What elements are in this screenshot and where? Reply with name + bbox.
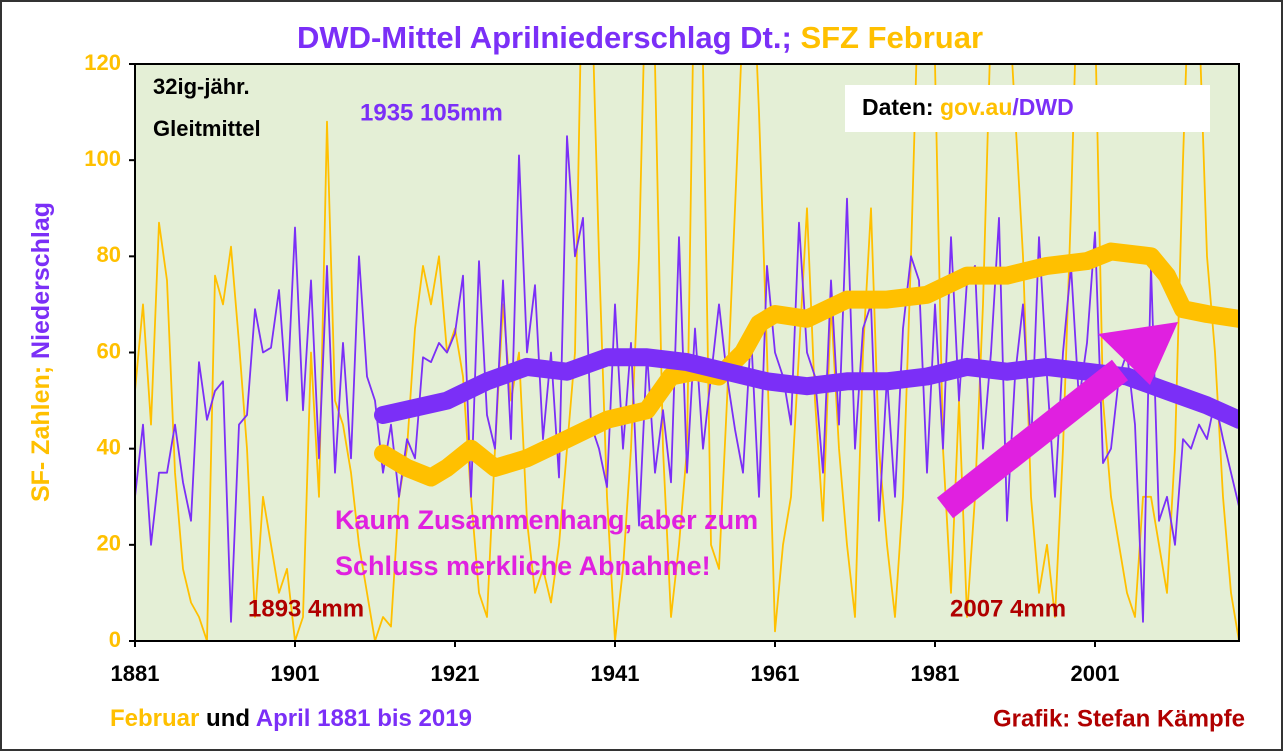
annotation: Gleitmittel (153, 116, 261, 141)
series-line (135, 135, 1239, 623)
footer: Februar und April 1881 bis 2019 (110, 705, 472, 732)
y-tick-label: 120 (84, 50, 121, 75)
y-axis-label-part: Niederschlag (27, 202, 55, 366)
x-tick-label: 1921 (431, 661, 480, 686)
annotation: 1935 105mm (360, 99, 503, 126)
x-tick-label: 1881 (111, 661, 160, 686)
y-tick-label: 0 (109, 627, 121, 652)
x-tick-label: 1901 (271, 661, 320, 686)
y-tick-label: 60 (97, 338, 121, 363)
source: Daten: gov.au/DWD (862, 94, 1074, 120)
chart-title-part: DWD-Mittel Aprilniederschlag Dt.; (297, 20, 792, 55)
y-tick-label: 20 (97, 531, 121, 556)
y-tick-label: 40 (97, 434, 121, 459)
x-tick-label: 2001 (1071, 661, 1120, 686)
arrow-head (1098, 322, 1178, 385)
y-axis-label-part: SF- Zahlen; (27, 366, 55, 502)
y-tick-label: 80 (97, 242, 121, 267)
footer-part: und (199, 705, 255, 732)
plot-area (134, 63, 1240, 642)
annotation: Schluss merkliche Abnahme! (335, 551, 711, 581)
footer-part: Februar (110, 705, 199, 732)
credit: Grafik: Stefan Kämpfe (993, 705, 1245, 732)
annotation: Kaum Zusammenhang, aber zum (335, 505, 758, 535)
annotation: 32ig-jähr. (153, 74, 250, 99)
arrow-shaft (936, 359, 1129, 519)
x-tick-label: 1961 (751, 661, 800, 686)
source-part: Daten: (862, 94, 940, 120)
x-tick-label: 1941 (591, 661, 640, 686)
source-part: gov.au (940, 94, 1012, 120)
source-part: /DWD (1012, 94, 1073, 120)
x-tick-label: 1981 (911, 661, 960, 686)
y-tick-label: 100 (84, 146, 121, 171)
y-axis-label: SF- Zahlen; Niederschlag (27, 202, 55, 502)
moving-average-line (374, 242, 1239, 487)
chart-title: DWD-Mittel Aprilniederschlag Dt.; SFZ Fe… (297, 20, 983, 55)
footer-part: April 1881 bis 2019 (256, 705, 472, 732)
annotation: 2007 4mm (950, 595, 1066, 622)
annotation: 1893 4mm (248, 595, 364, 622)
source-box (845, 85, 1210, 132)
chart-title-part: SFZ Februar (792, 20, 983, 55)
